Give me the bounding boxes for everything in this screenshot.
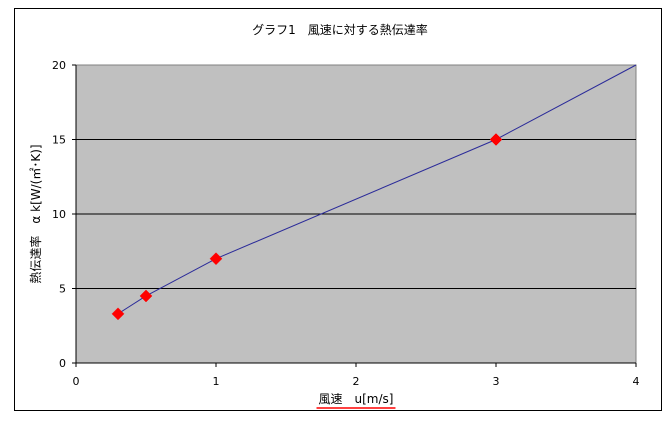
- x-tick-label: 0: [73, 375, 80, 388]
- x-tick-label: 3: [493, 375, 500, 388]
- data-point: [209, 252, 223, 266]
- x-tick-label: 1: [213, 375, 220, 388]
- data-points: [111, 133, 503, 321]
- data-point: [139, 289, 153, 303]
- y-axis: 0 5 10 15 20: [52, 59, 77, 370]
- x-axis: 0 1 2 3 4: [73, 362, 640, 388]
- y-tick-label: 10: [52, 208, 66, 221]
- data-point: [111, 307, 125, 321]
- y-tick-label: 20: [52, 59, 66, 72]
- x-tick-label: 4: [633, 375, 640, 388]
- y-tick-label: 0: [59, 357, 66, 370]
- x-axis-title: 風速 u[m/s]: [319, 392, 394, 406]
- chart-title: グラフ1 風速に対する熱伝達率: [252, 22, 428, 37]
- gridlines: [76, 139, 636, 289]
- data-point: [489, 133, 503, 146]
- y-tick-label: 5: [59, 283, 66, 296]
- y-tick-label: 15: [52, 134, 66, 147]
- y-axis-title: 熱伝達率 α k[W/(㎡･K)]: [28, 144, 43, 283]
- x-tick-label: 2: [353, 375, 360, 388]
